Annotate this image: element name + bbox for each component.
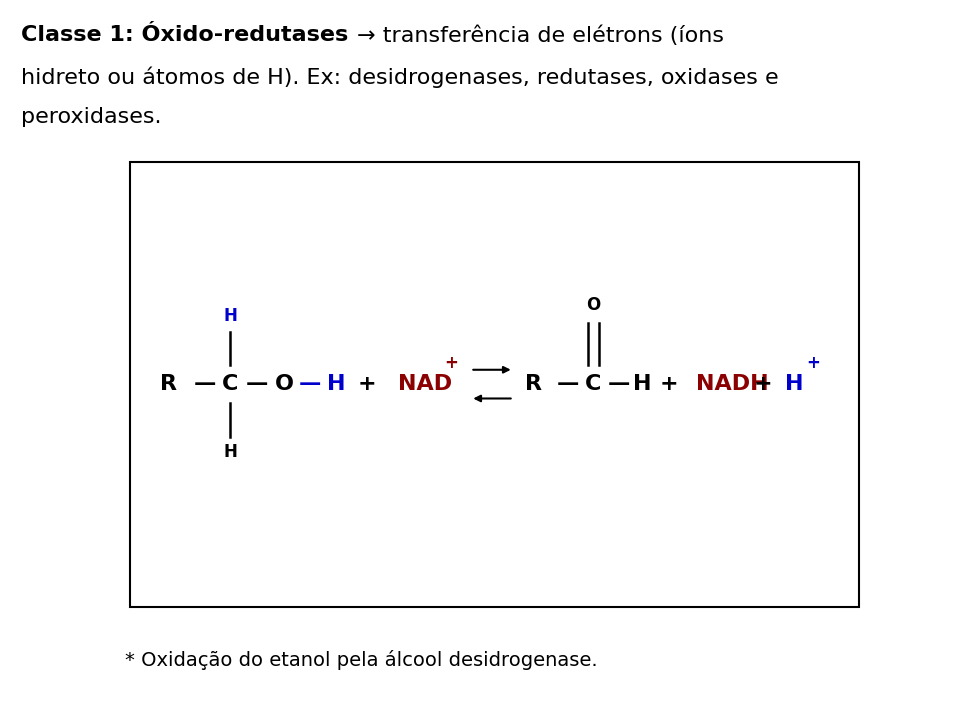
Text: —: — <box>557 374 580 394</box>
Text: —: — <box>608 374 631 394</box>
Text: hidreto ou átomos de H). Ex: desidrogenases, redutases, oxidases e: hidreto ou átomos de H). Ex: desidrogena… <box>21 66 779 88</box>
Text: +: + <box>357 374 376 394</box>
Text: —: — <box>246 374 269 394</box>
Text: H: H <box>785 374 804 394</box>
Text: C: C <box>585 374 602 394</box>
Text: NADH: NADH <box>696 374 769 394</box>
Bar <box>130 162 859 607</box>
Text: +: + <box>444 353 458 372</box>
Text: H: H <box>633 374 652 394</box>
Text: H: H <box>224 307 237 325</box>
Text: +: + <box>754 374 773 394</box>
Text: → transferência de elétrons (íons: → transferência de elétrons (íons <box>357 25 724 46</box>
Text: H: H <box>326 374 346 394</box>
Text: +: + <box>806 353 820 372</box>
Text: C: C <box>222 374 239 394</box>
Text: R: R <box>159 374 177 394</box>
Text: O: O <box>275 374 294 394</box>
Text: peroxidases.: peroxidases. <box>21 107 161 127</box>
Text: H: H <box>224 443 237 462</box>
Text: +: + <box>660 374 679 394</box>
Text: Classe 1: Óxido-redutases: Classe 1: Óxido-redutases <box>21 25 348 45</box>
Text: * Oxidação do etanol pela álcool desidrogenase.: * Oxidação do etanol pela álcool desidro… <box>125 650 597 670</box>
Text: NAD: NAD <box>398 374 452 394</box>
Text: R: R <box>525 374 542 394</box>
Text: —: — <box>193 374 216 394</box>
Text: O: O <box>587 296 600 314</box>
Text: —: — <box>299 374 322 394</box>
